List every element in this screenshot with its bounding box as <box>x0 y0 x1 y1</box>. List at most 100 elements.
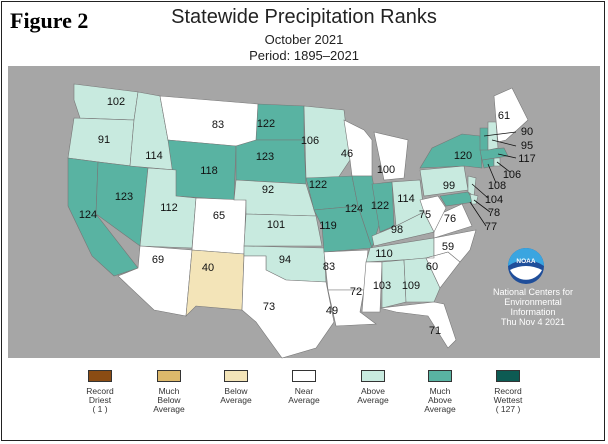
map-subtitle: October 2021 <box>264 32 344 47</box>
state-FL <box>379 301 457 349</box>
rank-labels: 102 91 124 123 114 83 118 112 65 69 40 1… <box>79 96 536 337</box>
rank-MS: 72 <box>350 286 362 298</box>
legend-swatch <box>157 370 181 382</box>
state-NH <box>487 121 499 151</box>
leader-vt <box>483 131 517 137</box>
rank-SD: 123 <box>256 151 274 163</box>
rank-PA: 99 <box>443 180 455 192</box>
leader-ri <box>496 161 511 173</box>
map-title: Statewide Precipitation Ranks <box>171 6 437 28</box>
rank-RI: 106 <box>503 169 521 181</box>
rank-VA: 76 <box>444 213 456 225</box>
rank-IL: 124 <box>345 203 363 215</box>
rank-KS: 101 <box>267 219 285 231</box>
rank-LA: 49 <box>326 305 338 317</box>
legend-swatch <box>224 370 248 382</box>
state-MO <box>313 205 373 253</box>
rank-FL: 71 <box>429 325 441 337</box>
rank-MI: 100 <box>377 164 395 176</box>
rank-NJ: 104 <box>485 194 503 206</box>
state-MN <box>303 105 351 179</box>
legend-item-much-below: Much Below Average <box>138 370 200 414</box>
rank-AR: 83 <box>323 261 335 273</box>
rank-GA: 109 <box>402 280 420 292</box>
noaa-logo-wave <box>510 266 542 280</box>
rank-NC: 59 <box>442 241 454 253</box>
state-MS <box>361 261 383 313</box>
agency-date: Thu Nov 4 2021 <box>500 317 566 327</box>
legend-item-below: Below Average <box>205 370 267 405</box>
legend-item-record-wettest: Record Wettest( 127 ) <box>477 370 539 414</box>
state-LA <box>327 289 377 327</box>
legend-item-record-driest: Record Driest( 1 ) <box>69 370 131 414</box>
state-KS <box>243 213 323 247</box>
state-WV <box>419 195 447 233</box>
state-VT <box>479 127 489 151</box>
leader-ma <box>497 153 517 159</box>
rank-TX: 73 <box>263 301 275 313</box>
legend-item-above: Above Average <box>342 370 404 405</box>
rank-ME: 61 <box>498 110 510 122</box>
rank-CT: 108 <box>488 180 506 192</box>
legend-label: Near Average <box>288 386 320 405</box>
state-TX <box>241 255 335 359</box>
noaa-logo-sky <box>508 248 544 266</box>
rank-WV: 75 <box>419 209 431 221</box>
rank-MD: 77 <box>485 221 497 233</box>
rank-SC: 60 <box>426 261 438 273</box>
rank-NE: 92 <box>262 184 274 196</box>
rank-KY: 98 <box>391 224 403 236</box>
rank-VT: 90 <box>521 126 533 138</box>
leader-de <box>473 199 491 213</box>
legend: Record Driest( 1 ) Much Below Average Below… <box>0 366 608 436</box>
rank-ID: 114 <box>145 150 163 162</box>
rank-MA: 117 <box>518 153 536 165</box>
legend-swatch <box>292 370 316 382</box>
leader-md <box>469 201 487 227</box>
legend-label: Record Driest( 1 ) <box>86 386 114 414</box>
state-NE <box>233 179 317 217</box>
agency-credit: National Centers for Environmental Infor… <box>478 287 588 327</box>
rank-AL: 103 <box>373 280 391 292</box>
rank-WA: 102 <box>107 96 125 108</box>
legend-label: Much Below Average <box>153 386 185 414</box>
legend-swatch <box>428 370 452 382</box>
agency-line-2: Environmental <box>504 297 562 307</box>
rank-MO: 119 <box>319 220 337 232</box>
noaa-logo-text: NOAA <box>516 258 535 265</box>
rank-CO: 65 <box>213 210 225 222</box>
rank-IA: 122 <box>309 179 327 191</box>
state-ME <box>493 87 529 143</box>
rank-WI: 46 <box>341 148 353 160</box>
state-MD <box>439 191 475 207</box>
rank-NV: 123 <box>115 191 133 203</box>
agency-line-3: Information <box>510 307 556 317</box>
leader-ct <box>487 163 497 184</box>
legend-swatch <box>88 370 112 382</box>
rank-NY: 120 <box>454 150 472 162</box>
agency-line-1: National Centers for <box>492 287 574 297</box>
rank-MT: 83 <box>212 119 224 131</box>
figure-label: Figure 2 <box>10 8 89 33</box>
map-period: Period: 1895–2021 <box>249 48 359 63</box>
legend-swatch <box>496 370 520 382</box>
rank-IN: 122 <box>371 200 389 212</box>
legend-label: Below Average <box>220 386 252 405</box>
state-MT <box>159 95 259 149</box>
legend-label: Much Above Average <box>424 386 456 414</box>
rank-WY: 118 <box>200 165 218 177</box>
state-CO <box>191 197 247 255</box>
legend-label: Above Average <box>357 386 389 405</box>
rank-MN: 106 <box>301 135 319 147</box>
rank-OR: 91 <box>98 134 110 146</box>
leader-nh <box>491 139 517 147</box>
legend-item-near: Near Average <box>273 370 335 405</box>
legend-item-much-above: Much Above Average <box>409 370 471 414</box>
state-MI <box>373 131 409 181</box>
legend-swatch <box>361 370 385 382</box>
state-NY <box>419 133 483 169</box>
state-NC <box>425 229 477 263</box>
rank-CA: 124 <box>79 209 97 221</box>
rank-NH: 95 <box>521 140 533 152</box>
rank-UT: 112 <box>160 202 178 214</box>
